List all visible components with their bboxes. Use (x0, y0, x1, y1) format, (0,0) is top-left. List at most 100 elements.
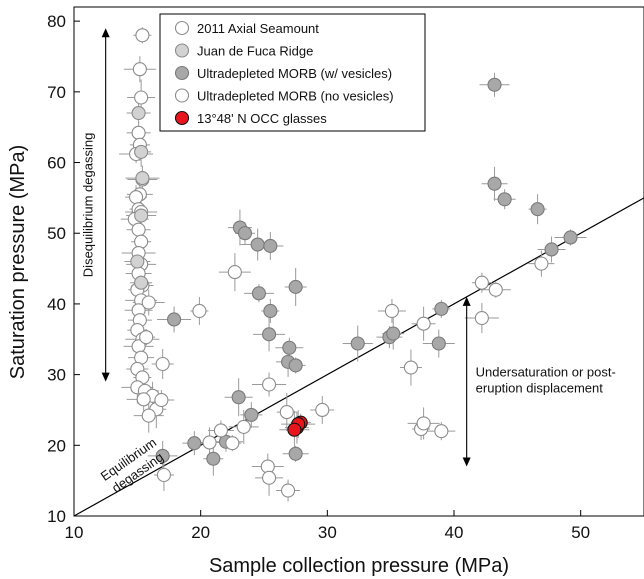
point-udn (227, 265, 242, 280)
y-tick-label: 50 (47, 224, 66, 243)
point-udn (434, 424, 449, 439)
legend-label: 13°48' N OCC glasses (197, 111, 327, 126)
point-udn (262, 470, 277, 485)
plot-frame (73, 6, 644, 517)
point-axial (129, 190, 144, 205)
point-axial (134, 90, 149, 105)
point-axial (132, 62, 147, 77)
plot-area: Disequilibrium degassing Undersaturation … (73, 6, 644, 517)
point-jdf (134, 275, 149, 290)
point-udw (263, 238, 278, 253)
point-udw (530, 202, 545, 217)
legend-label: Ultradepleted MORB (no vesicles) (197, 89, 394, 104)
point-axial (141, 295, 156, 310)
point-axial (141, 408, 156, 423)
y-tick-label: 40 (47, 295, 66, 314)
point-udn (213, 423, 228, 438)
legend: 2011 Axial Seamount Juan de Fuca Ridge Ult… (159, 13, 426, 132)
point-udn (156, 467, 171, 483)
point-occ (287, 422, 302, 437)
arrow-head (101, 28, 110, 38)
point-udn (416, 316, 431, 331)
legend-marker (174, 65, 190, 81)
point-udw (167, 312, 182, 327)
y-axis-label: Saturation pressure (MPa) (7, 145, 29, 380)
point-udw (282, 340, 297, 355)
point-udn (488, 282, 503, 297)
point-udw (237, 226, 253, 241)
point-axial (155, 356, 170, 372)
legend-marker (174, 88, 190, 103)
point-jdf (130, 254, 145, 269)
point-axial (131, 125, 146, 140)
point-udw (288, 358, 303, 373)
legend-label: Juan de Fuca Ridge (197, 44, 313, 59)
point-udw (262, 327, 277, 342)
point-udn (202, 435, 217, 450)
arrow-head (101, 372, 110, 382)
point-udn (236, 419, 251, 434)
point-udw (206, 451, 221, 466)
y-tick-label: 10 (47, 507, 66, 526)
point-udw (288, 279, 303, 295)
arrow-head (462, 457, 471, 467)
point-jdf (131, 105, 146, 121)
point-udn (279, 405, 294, 420)
point-udw (251, 286, 266, 301)
point-udw (563, 230, 578, 245)
x-axis-label: Sample collection pressure (MPa) (209, 555, 509, 577)
point-udn (416, 416, 431, 431)
x-tick-label: 10 (65, 523, 84, 542)
point-udw (497, 192, 512, 207)
point-axial (139, 330, 154, 345)
arrow-head (462, 296, 471, 306)
y-tick-label: 80 (47, 12, 66, 31)
point-udw (263, 303, 278, 319)
point-udw (487, 176, 502, 191)
point-axial (136, 392, 151, 407)
point-udn (474, 275, 489, 290)
point-udn (262, 377, 277, 392)
point-udn (384, 303, 399, 319)
legend-marker (174, 110, 190, 126)
point-udw (544, 242, 559, 257)
point-udn (474, 311, 489, 326)
point-udw (231, 390, 246, 405)
point-udw (187, 436, 202, 451)
point-udn (315, 402, 330, 418)
point-axial (154, 393, 169, 408)
point-jdf (134, 208, 149, 223)
point-udw (350, 336, 365, 351)
point-udn (403, 360, 418, 375)
point-udw (431, 336, 446, 351)
point-jdf (135, 171, 150, 186)
annotation-undersaturation-line: Undersaturation or post- (476, 365, 616, 380)
x-tick-label: 50 (571, 523, 590, 542)
annotation-undersaturation-line: eruption displacement (476, 381, 604, 396)
x-tick-label: 20 (191, 523, 210, 542)
y-tick-label: 20 (47, 436, 66, 455)
x-axis: 10 20 30 40 50 (65, 510, 590, 542)
point-udw (487, 77, 502, 92)
legend-box (159, 13, 426, 132)
legend-label: Ultradepleted MORB (w/ vesicles) (197, 66, 392, 81)
y-axis: 10 20 30 40 50 60 70 80 (47, 12, 80, 526)
point-udw (434, 301, 449, 316)
legend-label: 2011 Axial Seamount (197, 21, 319, 36)
annotation-disequilibrium: Disequilibrium degassing (81, 133, 96, 278)
legend-marker (174, 43, 190, 58)
point-udn (192, 303, 207, 319)
point-udn (534, 256, 549, 271)
point-udw (155, 448, 170, 463)
data-points (127, 28, 578, 498)
equilibrium-degassing-line (73, 197, 644, 517)
legend-marker (174, 20, 190, 36)
point-udw (244, 407, 259, 422)
point-udn (281, 483, 296, 498)
point-axial (134, 234, 149, 249)
point-udw (250, 237, 265, 252)
point-udw (386, 326, 401, 341)
point-axial (131, 222, 146, 237)
point-udn (225, 436, 240, 451)
